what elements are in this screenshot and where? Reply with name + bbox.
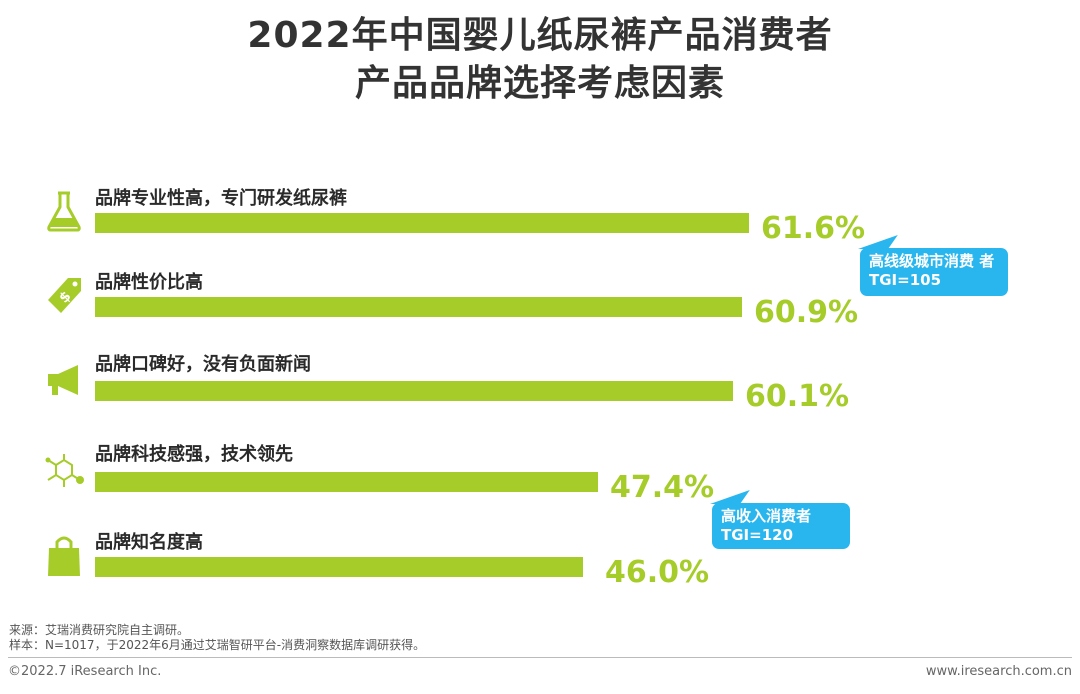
bar-value-label: 61.6% xyxy=(761,211,865,246)
callout-high-income: 高收入消费者 TGI=120 xyxy=(712,503,850,549)
callout-high-tier-city-tgi: TGI=105 xyxy=(869,271,942,289)
bar xyxy=(95,213,749,233)
bar-value-label: 60.9% xyxy=(754,295,858,330)
bar-category-label: 品牌科技感强，技术领先 xyxy=(95,443,293,465)
footer-divider xyxy=(8,657,1072,658)
price-tag-icon: $ xyxy=(48,278,81,313)
callout-high-income-tgi: TGI=120 xyxy=(721,526,794,544)
shopping-bag-icon xyxy=(48,536,80,576)
source-note: 来源：艾瑞消费研究院自主调研。 xyxy=(9,623,190,637)
molecule-icon xyxy=(45,454,84,487)
bar-value-label: 47.4% xyxy=(610,470,714,505)
website-link[interactable]: www.iresearch.com.cn xyxy=(925,664,1072,679)
bar xyxy=(95,297,742,317)
chart-title-line1: 2022年中国婴儿纸尿裤产品消费者 xyxy=(247,15,833,56)
callout-high-income-text: 高收入消费者 xyxy=(721,507,812,525)
copyright: ©2022.7 iResearch Inc. xyxy=(8,664,162,679)
chart-title-line2: 产品品牌选择考虑因素 xyxy=(354,63,725,104)
bar-value-label: 60.1% xyxy=(745,379,849,414)
bar-category-label: 品牌口碑好，没有负面新闻 xyxy=(95,353,311,375)
callout-high-tier-city-text: 高线级城市消费 者 xyxy=(869,252,995,270)
sample-note: 样本：N=1017，于2022年6月通过艾瑞智研平台-消费洞察数据库调研获得。 xyxy=(9,638,426,652)
flask-icon xyxy=(47,191,81,232)
megaphone-icon xyxy=(48,365,78,395)
bar-category-label: 品牌专业性高，专门研发纸尿裤 xyxy=(95,187,347,209)
bar xyxy=(95,557,583,577)
callout-high-tier-city: 高线级城市消费 者 TGI=105 xyxy=(860,248,1008,296)
bar-chart: 品牌专业性高，专门研发纸尿裤 61.6% 品牌性价比高 60.9% $ 品牌口碑好，没有负… xyxy=(45,187,865,590)
bar xyxy=(95,472,598,492)
bar-value-label: 46.0% xyxy=(605,555,709,590)
bar-category-label: 品牌知名度高 xyxy=(95,531,203,553)
bar-category-label: 品牌性价比高 xyxy=(95,271,203,293)
bar xyxy=(95,381,733,401)
